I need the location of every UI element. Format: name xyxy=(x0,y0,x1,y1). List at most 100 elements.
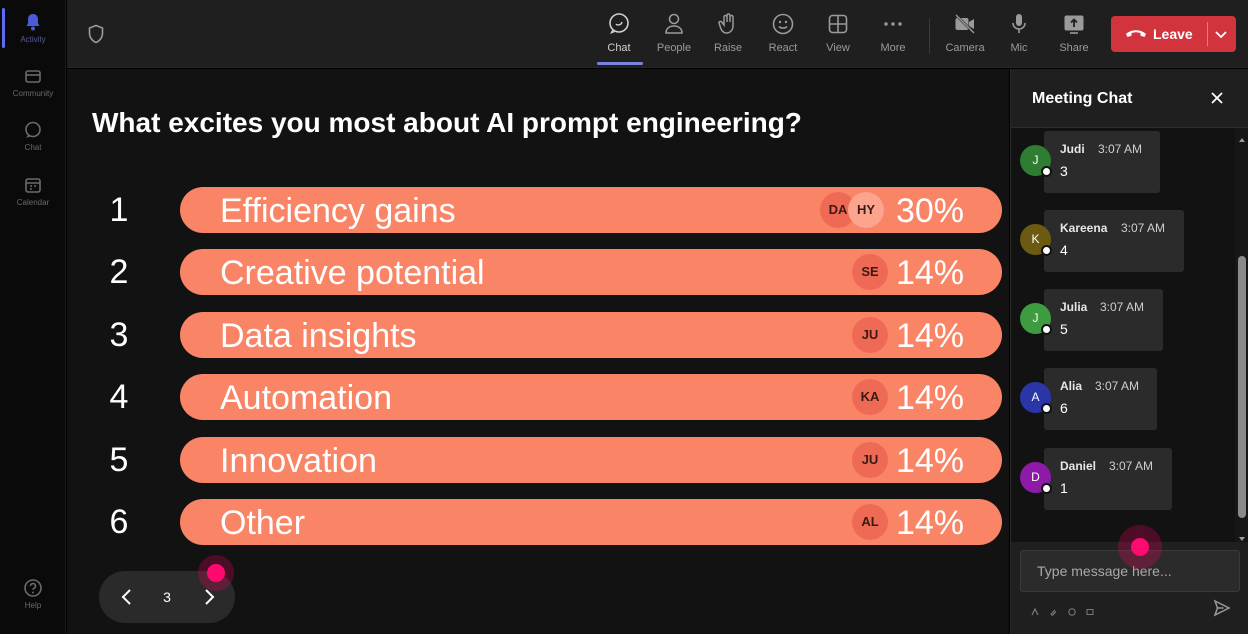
chat-message: Julia 3:07 AM 5 J xyxy=(1011,289,1235,353)
option-percent: 14% xyxy=(895,504,964,542)
toolbar-mic-button[interactable]: Mic xyxy=(994,12,1044,54)
chat-header-divider xyxy=(1011,127,1248,128)
leave-label: Leave xyxy=(1153,26,1193,42)
toolbar-view-button[interactable]: View xyxy=(813,12,863,54)
emoji-icon[interactable] xyxy=(1068,603,1076,616)
option-label: Data insights xyxy=(220,317,417,355)
poll-option[interactable]: 6 Other AL 14% xyxy=(67,499,1009,545)
rail-item-label: Activity xyxy=(20,35,46,44)
toolbar-more-button[interactable]: More xyxy=(868,12,918,54)
message-text: 4 xyxy=(1060,242,1068,258)
message-time: 3:07 AM xyxy=(1109,459,1154,473)
option-bar[interactable]: Innovation JU 14% xyxy=(180,437,1002,483)
poll-stage: What excites you most about AI prompt en… xyxy=(67,69,1009,634)
chevron-down-icon[interactable] xyxy=(1214,28,1228,40)
format-text-icon[interactable] xyxy=(1031,603,1039,616)
scrollbar-thumb[interactable] xyxy=(1238,256,1246,518)
chevron-right-icon[interactable] xyxy=(199,587,219,607)
more-icon xyxy=(881,12,905,36)
toolbar-chat-button[interactable]: Chat xyxy=(594,12,644,54)
option-bar[interactable]: Efficiency gains DA HY 30% xyxy=(180,187,1002,233)
chevron-left-icon[interactable] xyxy=(117,587,137,607)
avatar: J xyxy=(1020,145,1052,177)
message-format-toolbar xyxy=(1031,603,1100,616)
message-text: 6 xyxy=(1060,400,1068,416)
shield-icon[interactable] xyxy=(87,24,105,44)
rail-item-community[interactable]: Community xyxy=(0,66,66,98)
rail-item-label: Chat xyxy=(24,143,42,152)
toolbar-share-label: Share xyxy=(1059,42,1089,54)
poll-option[interactable]: 5 Innovation JU 14% xyxy=(67,437,1009,483)
message-bubble: Daniel 3:07 AM 1 xyxy=(1044,448,1172,510)
gif-icon[interactable] xyxy=(1086,603,1094,615)
toolbar-react-label: React xyxy=(768,42,798,54)
chat-icon xyxy=(23,120,43,140)
click-indicator xyxy=(1118,525,1162,569)
toolbar-camera-label: Camera xyxy=(945,42,985,54)
voter-avatar: KA xyxy=(852,379,888,415)
message-text: 1 xyxy=(1060,480,1068,496)
chat-message-list[interactable]: Judi 3:07 AM 3 J Kareena 3:07 AM 4 K Jul… xyxy=(1011,128,1235,542)
option-bar[interactable]: Creative potential SE 14% xyxy=(180,249,1002,295)
voter-avatar: JU xyxy=(852,317,888,353)
voter-avatar: HY xyxy=(848,192,884,228)
option-bar[interactable]: Data insights JU 14% xyxy=(180,312,1002,358)
scroll-up-arrow-icon[interactable] xyxy=(1238,131,1246,142)
presence-indicator xyxy=(1041,403,1052,414)
option-bar[interactable]: Automation KA 14% xyxy=(180,374,1002,420)
rail-item-activity[interactable]: Activity xyxy=(0,12,66,44)
phone-hangup-icon xyxy=(1125,26,1147,42)
toolbar-chat-label: Chat xyxy=(607,42,631,54)
scroll-down-arrow-icon[interactable] xyxy=(1238,530,1246,541)
avatar-initial: D xyxy=(1031,470,1040,484)
attach-icon[interactable] xyxy=(1049,603,1057,616)
option-number: 2 xyxy=(109,253,129,291)
toolbar-react-button[interactable]: React xyxy=(758,12,808,54)
option-bar[interactable]: Other AL 14% xyxy=(180,499,1002,545)
message-author: Alia xyxy=(1060,379,1083,393)
avatar: D xyxy=(1020,462,1052,494)
avatar-initial: K xyxy=(1031,232,1040,246)
voter-avatar: SE xyxy=(852,254,888,290)
avatar: K xyxy=(1020,224,1052,256)
poll-option[interactable]: 1 Efficiency gains DA HY 30% xyxy=(67,187,1009,233)
rail-item-chat[interactable]: Chat xyxy=(0,120,66,152)
toolbar-camera-button[interactable]: Camera xyxy=(940,12,990,54)
message-time: 3:07 AM xyxy=(1100,300,1145,314)
toolbar-more-label: More xyxy=(880,42,906,54)
toolbar-active-indicator xyxy=(597,62,643,65)
toolbar-share-button[interactable]: Share xyxy=(1049,12,1099,54)
camera-off-icon xyxy=(953,12,977,36)
chat-icon xyxy=(607,12,631,36)
avatar: A xyxy=(1020,382,1052,414)
rail-item-calendar[interactable]: Calendar xyxy=(0,175,66,207)
message-bubble: Judi 3:07 AM 3 xyxy=(1044,131,1160,193)
leave-separator xyxy=(1207,22,1208,46)
share-icon xyxy=(1062,12,1086,36)
toolbar-raise-label: Raise xyxy=(713,42,743,54)
poll-option[interactable]: 3 Data insights JU 14% xyxy=(67,312,1009,358)
page-number: 3 xyxy=(163,589,171,605)
help-icon xyxy=(23,578,43,598)
chat-message: Kareena 3:07 AM 4 K xyxy=(1011,210,1235,274)
poll-option[interactable]: 2 Creative potential SE 14% xyxy=(67,249,1009,295)
toolbar-people-button[interactable]: People xyxy=(649,12,699,54)
avatar: J xyxy=(1020,303,1052,335)
close-icon[interactable] xyxy=(1209,90,1225,106)
option-percent: 14% xyxy=(895,317,964,355)
poll-option[interactable]: 4 Automation KA 14% xyxy=(67,374,1009,420)
rail-item-help[interactable]: Help xyxy=(0,578,66,610)
presence-indicator xyxy=(1041,483,1052,494)
toolbar-raise-button[interactable]: Raise xyxy=(703,12,753,54)
calendar-icon xyxy=(23,175,43,195)
leave-button[interactable]: Leave xyxy=(1111,16,1236,52)
mic-icon xyxy=(1007,12,1031,36)
send-icon[interactable] xyxy=(1213,599,1231,617)
option-percent: 14% xyxy=(895,379,964,417)
chat-message-input[interactable] xyxy=(1020,550,1240,592)
bell-icon xyxy=(23,12,43,32)
chat-scrollbar[interactable] xyxy=(1235,128,1248,542)
voter-avatar: JU xyxy=(852,442,888,478)
avatar-initial: J xyxy=(1032,311,1039,325)
option-label: Automation xyxy=(220,379,392,417)
